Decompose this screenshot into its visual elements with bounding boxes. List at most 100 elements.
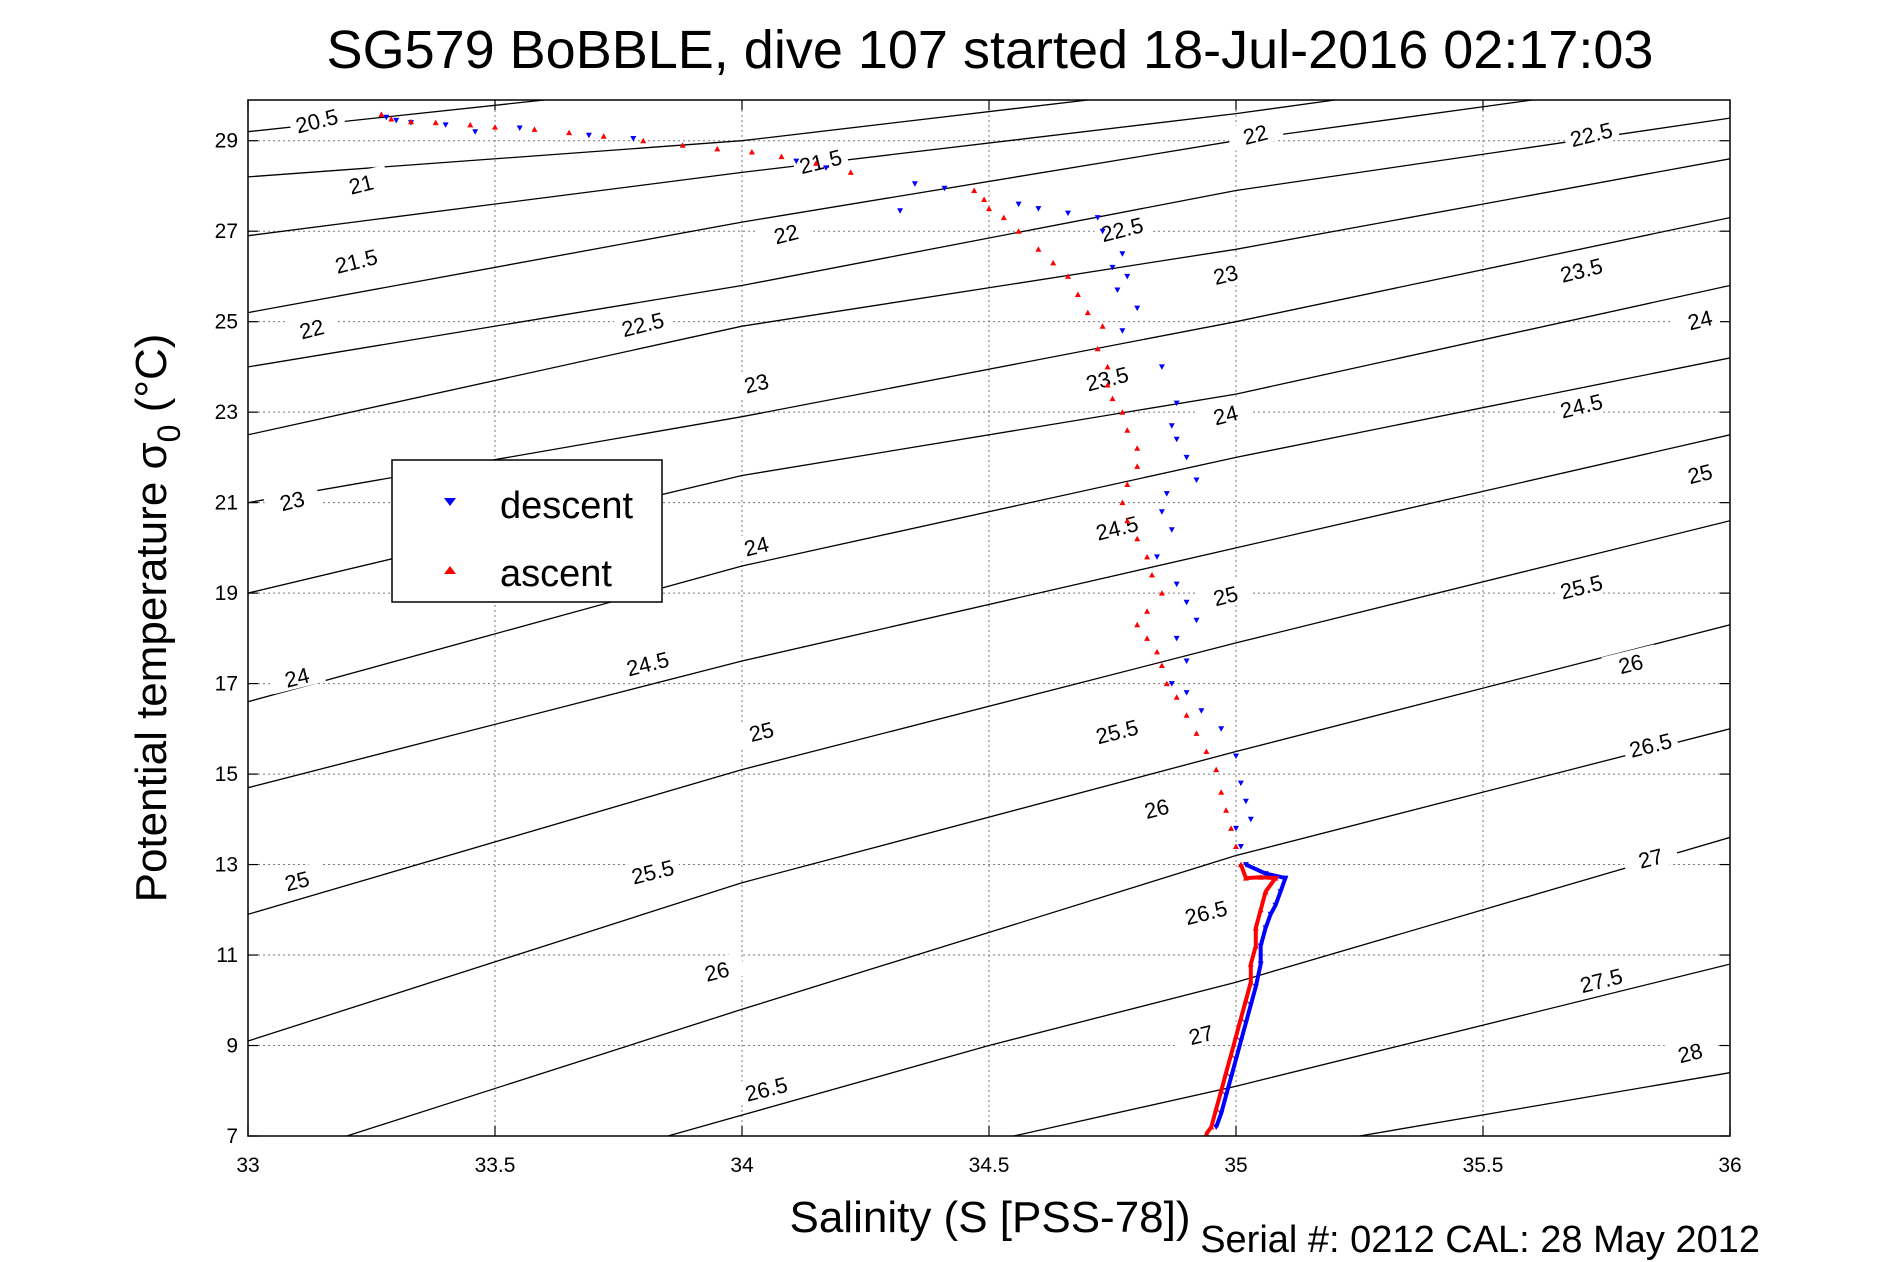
ascent-point (1158, 590, 1165, 596)
contour-label-backdrop (1171, 1015, 1230, 1052)
ascent-point (1074, 291, 1081, 297)
ascent-point (1104, 363, 1111, 370)
contour-label-backdrop (1087, 508, 1146, 546)
ascent-point (1119, 409, 1126, 415)
legend-ascent-label: ascent (500, 553, 612, 595)
descent-point (1154, 554, 1160, 560)
ascent-point (1203, 748, 1210, 754)
ascent-point (1223, 807, 1230, 813)
contour-label-backdrop (326, 241, 386, 279)
data-points (378, 111, 1289, 1136)
contour-label-backdrop (1551, 386, 1611, 423)
descent-point (1193, 477, 1200, 483)
x-tick-label: 36 (1718, 1154, 1741, 1177)
x-tick-label: 33.5 (475, 1154, 516, 1177)
descent-point (1124, 273, 1131, 280)
contour-label: 23 (742, 368, 772, 398)
descent-point (383, 114, 390, 121)
contour-label-group: 27 (1171, 1015, 1230, 1052)
ascent-point (1193, 730, 1200, 736)
contour-label-backdrop (1551, 250, 1611, 288)
y-tick-label: 9 (226, 1035, 238, 1058)
contour-line-28 (1359, 1072, 1730, 1136)
contour-label-backdrop (331, 164, 390, 202)
ascent-point (492, 124, 498, 130)
ascent-point (1124, 481, 1131, 487)
x-tick-label: 35.5 (1463, 1154, 1504, 1177)
contour-label-backdrop (1621, 838, 1680, 876)
ascent-point (1149, 572, 1155, 578)
ascent-point (679, 142, 686, 148)
ascent-point (1183, 712, 1190, 718)
descent-point (1237, 780, 1244, 787)
serial-cal-footer: Serial #: 0212 CAL: 28 May 2012 (1200, 1219, 1760, 1261)
y-tick-label: 21 (215, 492, 238, 515)
contour-label-backdrop (726, 363, 786, 401)
contour-label-group: 24.5 (618, 644, 677, 681)
contour-label-backdrop (623, 852, 682, 889)
descent-point (941, 185, 948, 192)
ascent-point (714, 145, 721, 152)
ascent-point (1144, 608, 1151, 614)
contour-label-backdrop (1670, 454, 1729, 491)
plot-area (248, 100, 1730, 1136)
descent-point (1114, 287, 1121, 293)
ascent-point (1050, 259, 1057, 266)
descent-point (823, 165, 829, 171)
ascent-point (1015, 228, 1022, 234)
contour-label: 26 (1142, 794, 1172, 824)
ascent-point (847, 169, 854, 175)
ascent-point (1000, 214, 1007, 221)
contour-label: 27 (1186, 1020, 1216, 1050)
contour-label: 25 (1685, 459, 1715, 489)
contour-label-backdrop (618, 644, 677, 681)
descent-point (1247, 816, 1254, 823)
contour-line-21 (248, 100, 1088, 178)
descent-point (1099, 228, 1106, 235)
descent-point (897, 208, 904, 214)
ascent-point (1213, 766, 1220, 773)
contour-label: 22 (297, 314, 327, 344)
ascent-point (1094, 345, 1101, 352)
descent-point (1173, 581, 1180, 588)
descent-point (1233, 825, 1239, 832)
contour-label-backdrop (1601, 644, 1660, 681)
contour-label-backdrop (1087, 712, 1146, 749)
ascent-point (388, 116, 395, 122)
contour-label-backdrop (267, 861, 326, 898)
descent-point (1168, 527, 1175, 533)
contour-label-backdrop (1670, 300, 1729, 337)
contour-label-group: 24 (1670, 300, 1729, 337)
ascent-point (1134, 445, 1141, 451)
contour-label-group: 25 (731, 712, 791, 749)
contour-label-group: 22 (282, 309, 341, 346)
x-tick-label: 35 (1224, 1154, 1247, 1177)
contour-line-21-5 (248, 100, 1335, 237)
y-tick-label: 11 (216, 944, 238, 967)
contour-label-backdrop (687, 952, 746, 989)
descent-point (1173, 400, 1180, 407)
x-axis-label: Salinity (S [PSS-78]) (789, 1193, 1190, 1242)
contour-label-backdrop (756, 214, 815, 251)
ascent-point (432, 119, 439, 126)
descent-point (1168, 681, 1175, 687)
contour-label-backdrop (1551, 567, 1611, 604)
ascent-point (986, 205, 992, 212)
ascent-point (1134, 463, 1141, 469)
ascent-point (640, 137, 647, 144)
ascent-point (531, 126, 538, 132)
ascent-point (1218, 789, 1225, 795)
contour-label: 26 (702, 957, 732, 987)
contour-label-backdrop (731, 712, 791, 749)
contour-label-group: 23 (726, 363, 786, 401)
contour-label: 27 (1636, 843, 1666, 873)
descent-point (1158, 509, 1165, 515)
ascent-point (1158, 662, 1165, 668)
descent-point (1173, 436, 1180, 443)
contour-label-group: 23 (1196, 255, 1255, 292)
contour-label-group: 24 (1196, 395, 1255, 432)
ascent-point (1144, 553, 1151, 560)
axis-ticks: 33 33.5 34 34.5 35 35.5 36 7 9 11 13 15 17 19 21 23 25 27… (215, 100, 1742, 1177)
y-axis-label-unit: (°C) (127, 334, 176, 425)
